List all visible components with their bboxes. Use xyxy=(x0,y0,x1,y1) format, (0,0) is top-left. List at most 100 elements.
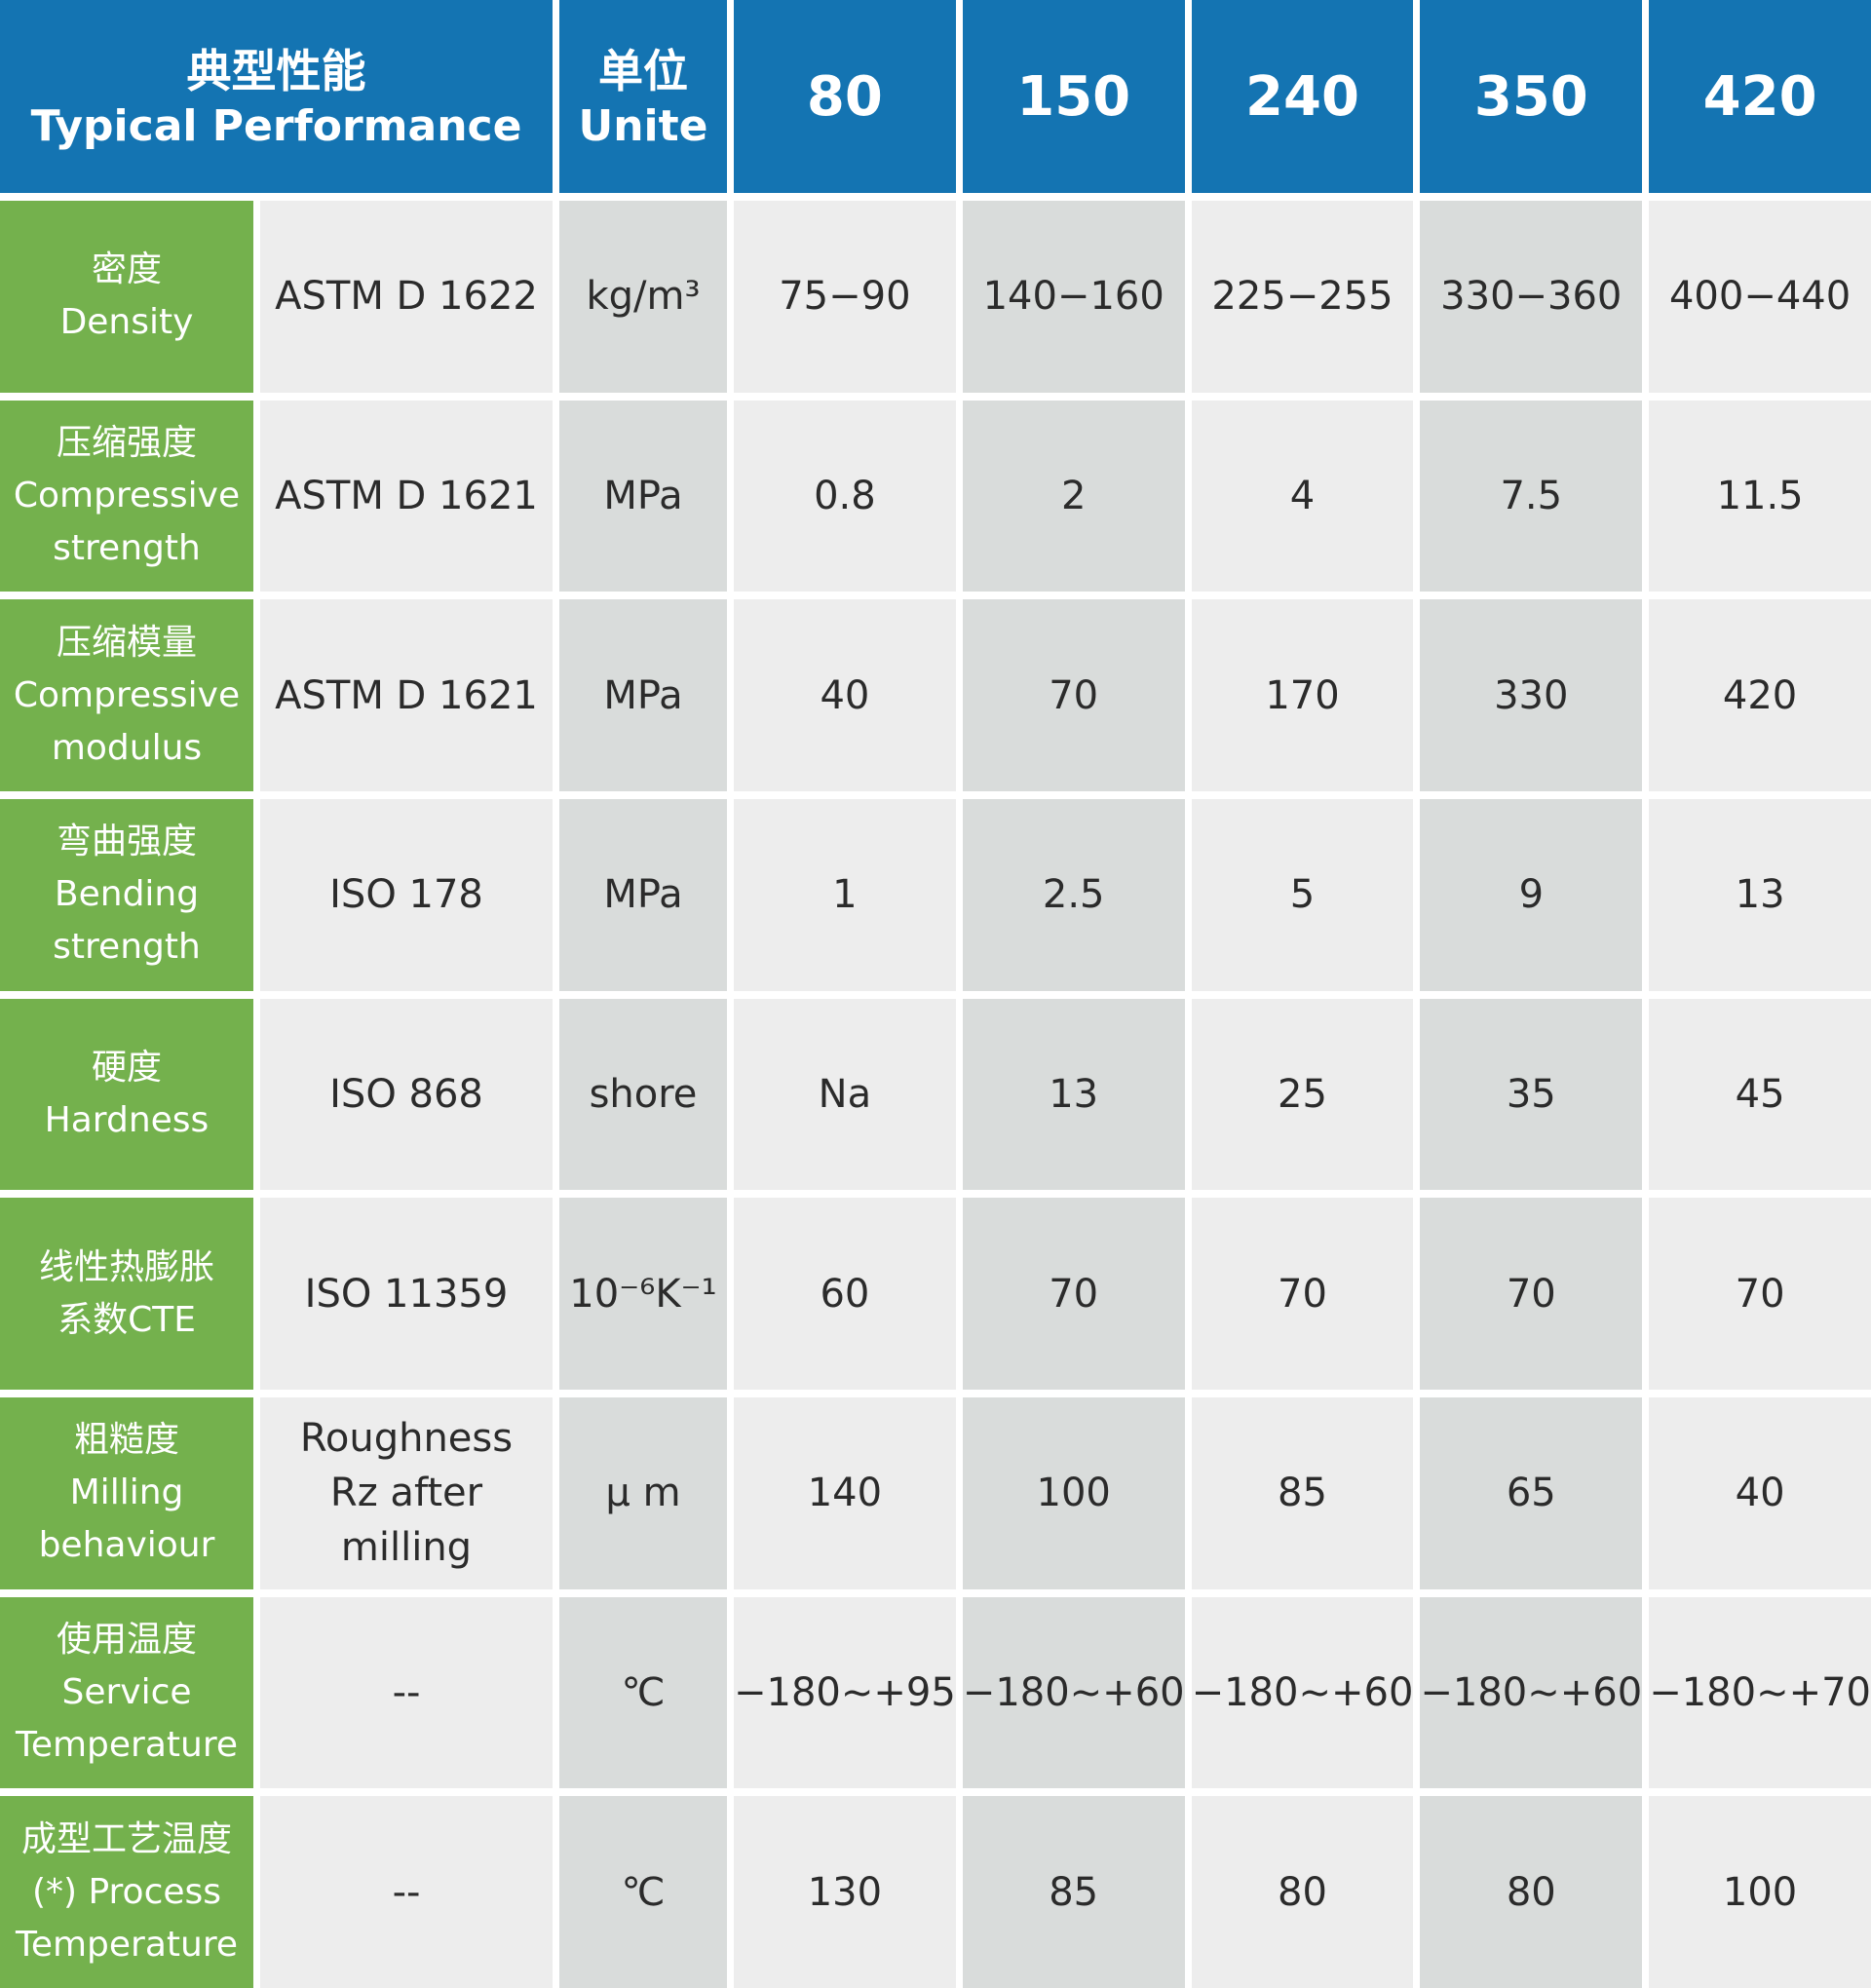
value-cell: −180~+70 xyxy=(1649,1596,1871,1789)
row-label-zh: 压缩强度 xyxy=(56,422,197,463)
value-text: 70 xyxy=(1049,1271,1099,1317)
value-cell: 4 xyxy=(1191,400,1414,593)
unit-cell: μ m xyxy=(559,1397,727,1589)
unit-text: ℃ xyxy=(621,1669,666,1715)
value-text: 1 xyxy=(832,872,858,918)
header-performance-en: Typical Performance xyxy=(30,100,522,151)
value-text: 4 xyxy=(1289,473,1316,518)
value-text: 13 xyxy=(1049,1071,1099,1117)
value-cell: 70 xyxy=(962,599,1185,791)
value-cell: −180~+60 xyxy=(962,1596,1185,1789)
header-grade-label: 150 xyxy=(1016,64,1131,129)
method-text: ASTM D 1621 xyxy=(275,672,538,718)
unit-cell: MPa xyxy=(559,599,727,791)
unit-cell: 10⁻⁶K⁻¹ xyxy=(559,1198,727,1390)
method-cell: ISO 868 xyxy=(260,998,553,1191)
header-grade-label: 240 xyxy=(1245,64,1359,129)
value-text: 80 xyxy=(1506,1869,1556,1915)
value-text: 70 xyxy=(1278,1271,1327,1317)
header-grade-cell-150: 150 xyxy=(962,0,1185,193)
value-cell: 70 xyxy=(1420,1198,1643,1390)
method-cell: ASTM D 1622 xyxy=(260,201,553,393)
value-cell: 330 xyxy=(1420,599,1643,791)
value-cell: 400−440 xyxy=(1649,201,1871,393)
value-text: 85 xyxy=(1278,1471,1327,1516)
value-cell: 420 xyxy=(1649,599,1871,791)
value-cell: 100 xyxy=(1649,1796,1871,1988)
method-cell: ASTM D 1621 xyxy=(260,400,553,593)
header-grade-cell-80: 80 xyxy=(734,0,956,193)
value-cell: 9 xyxy=(1420,799,1643,991)
value-text: 60 xyxy=(820,1271,870,1317)
unit-cell: MPa xyxy=(559,400,727,593)
header-grade-cell-240: 240 xyxy=(1191,0,1414,193)
value-cell: 130 xyxy=(734,1796,956,1988)
value-cell: 80 xyxy=(1420,1796,1643,1988)
row-label-cell: 线性热膨胀 系数CTE xyxy=(0,1198,253,1390)
unit-text: kg/m³ xyxy=(586,274,701,320)
value-cell: 70 xyxy=(1191,1198,1414,1390)
value-cell: 35 xyxy=(1420,998,1643,1191)
method-text: Roughness Rz after milling xyxy=(299,1416,514,1571)
header-grade-label: 420 xyxy=(1702,64,1817,129)
value-text: 0.8 xyxy=(814,473,876,518)
unit-cell: kg/m³ xyxy=(559,201,727,393)
value-text: 80 xyxy=(1278,1869,1327,1915)
header-unit-en: Unite xyxy=(578,100,708,151)
row-label-en: Bending strength xyxy=(53,874,201,968)
value-text: 330−360 xyxy=(1440,274,1623,320)
row-label-cell: 弯曲强度 Bending strength xyxy=(0,799,253,991)
value-text: 70 xyxy=(1506,1271,1556,1317)
unit-cell: ℃ xyxy=(559,1596,727,1789)
value-text: 35 xyxy=(1506,1071,1556,1117)
value-text: 75−90 xyxy=(779,274,911,320)
unit-text: MPa xyxy=(603,473,683,518)
header-grade-label: 80 xyxy=(806,64,883,129)
method-text: ASTM D 1621 xyxy=(275,473,538,518)
method-cell: ISO 178 xyxy=(260,799,553,991)
row-label-zh: 粗糙度 xyxy=(73,1420,179,1461)
row-label-zh: 弯曲强度 xyxy=(56,822,197,862)
unit-text: ℃ xyxy=(621,1869,666,1915)
value-cell: 70 xyxy=(962,1198,1185,1390)
row-label-en: Service Temperature xyxy=(15,1671,239,1765)
row-label-zh: 硬度 xyxy=(91,1047,162,1088)
value-cell: 2 xyxy=(962,400,1185,593)
row-label-cell: 粗糙度 Milling behaviour xyxy=(0,1397,253,1589)
value-text: 140 xyxy=(807,1471,883,1516)
value-cell: 11.5 xyxy=(1649,400,1871,593)
unit-cell: shore xyxy=(559,998,727,1191)
unit-cell: ℃ xyxy=(559,1796,727,1988)
value-text: −180~+60 xyxy=(1420,1669,1643,1715)
unit-text: MPa xyxy=(603,672,683,718)
value-cell: 70 xyxy=(1649,1198,1871,1390)
row-label-cell: 成型工艺温度 (*) Process Temperature xyxy=(0,1796,253,1988)
row-label-cell: 密度 Density xyxy=(0,201,253,393)
value-cell: 2.5 xyxy=(962,799,1185,991)
row-label-en: (*) Process Temperature xyxy=(15,1871,239,1965)
value-text: 2 xyxy=(1060,473,1087,518)
value-text: 40 xyxy=(1735,1471,1785,1516)
value-text: 45 xyxy=(1735,1071,1785,1117)
method-text: -- xyxy=(392,1669,421,1715)
value-cell: 7.5 xyxy=(1420,400,1643,593)
value-cell: −180~+60 xyxy=(1191,1596,1414,1789)
value-text: 170 xyxy=(1265,672,1340,718)
value-cell: 13 xyxy=(962,998,1185,1191)
unit-text: 10⁻⁶K⁻¹ xyxy=(569,1271,717,1317)
value-cell: 140−160 xyxy=(962,201,1185,393)
method-text: ISO 11359 xyxy=(304,1271,509,1317)
method-cell: ISO 11359 xyxy=(260,1198,553,1390)
header-grade-label: 350 xyxy=(1473,64,1588,129)
value-text: 13 xyxy=(1735,872,1785,918)
value-cell: 225−255 xyxy=(1191,201,1414,393)
method-cell: ASTM D 1621 xyxy=(260,599,553,791)
unit-cell: MPa xyxy=(559,799,727,991)
method-text: ISO 178 xyxy=(329,872,483,918)
value-text: 140−160 xyxy=(982,274,1165,320)
header-performance-zh: 典型性能 xyxy=(186,44,366,97)
value-text: Na xyxy=(818,1071,872,1117)
row-label-zh: 密度 xyxy=(91,249,162,290)
value-text: 100 xyxy=(1036,1471,1111,1516)
